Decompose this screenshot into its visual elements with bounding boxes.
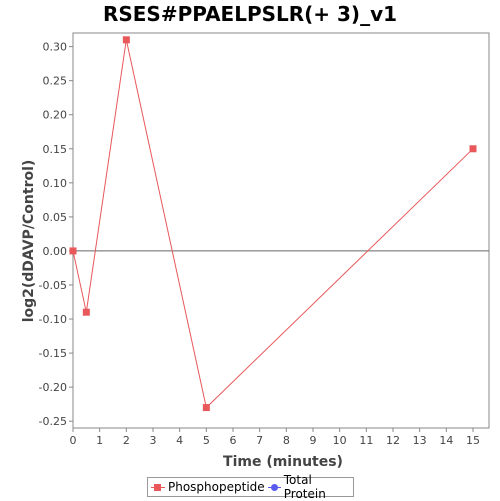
x-tick-label: 12 [386,434,400,447]
x-tick-label: 4 [176,434,183,447]
plot-area [72,32,490,429]
circle-marker-icon [267,483,281,492]
y-tick-label: 0.05 [43,211,68,224]
x-tick-label: 0 [70,434,77,447]
chart-title: RSES#PPAELPSLR(+ 3)_v1 [102,2,398,26]
x-axis-label: Time (minutes) [223,454,343,470]
legend-item-phosphopeptide: Phosphopeptide [151,480,265,494]
data-point [82,308,90,316]
square-marker-icon [151,483,165,492]
x-tick-label: 5 [203,434,210,447]
legend-item-total-protein: Total Protein [267,473,353,501]
y-tick-label: -0.20 [39,381,67,394]
x-tick-label: 9 [310,434,317,447]
y-tick-label: 0.25 [43,75,68,88]
x-tick-label: 6 [230,434,237,447]
y-tick-label: 0.00 [43,245,68,258]
x-tick-label: 2 [123,434,130,447]
x-tick-label: 15 [466,434,480,447]
data-point [469,145,477,153]
series-layer [69,36,477,412]
y-tick-label: -0.10 [39,313,67,326]
x-tick-label: 1 [96,434,103,447]
data-point [202,404,210,412]
data-point [122,36,130,44]
data-point [69,247,77,255]
legend-label-total-protein: Total Protein [283,473,326,501]
x-tick-label: 7 [256,434,263,447]
x-tick-label: 14 [439,434,453,447]
legend-label-phosphopeptide: Phosphopeptide [168,480,265,494]
y-tick-label: 0.20 [43,109,68,122]
x-tick-label: 3 [150,434,157,447]
y-tick-label: -0.15 [39,347,67,360]
legend: Phosphopeptide Total Protein [147,473,354,501]
y-tick-label: -0.25 [39,415,67,428]
y-tick-label: 0.15 [43,143,68,156]
y-tick-label: 0.30 [43,41,68,54]
x-tick-label: 8 [283,434,290,447]
y-tick-label: 0.10 [43,177,68,190]
x-tick-label: 13 [413,434,427,447]
x-tick-label: 11 [359,434,373,447]
y-axis-label: log2(dDAVP/Control) [21,160,37,323]
x-tick-label: 10 [333,434,347,447]
y-tick-label: -0.05 [39,279,67,292]
axes: -0.25 -0.20 -0.15 -0.10 -0.05 0.00 0.05 0.10 0.1… [39,32,490,447]
